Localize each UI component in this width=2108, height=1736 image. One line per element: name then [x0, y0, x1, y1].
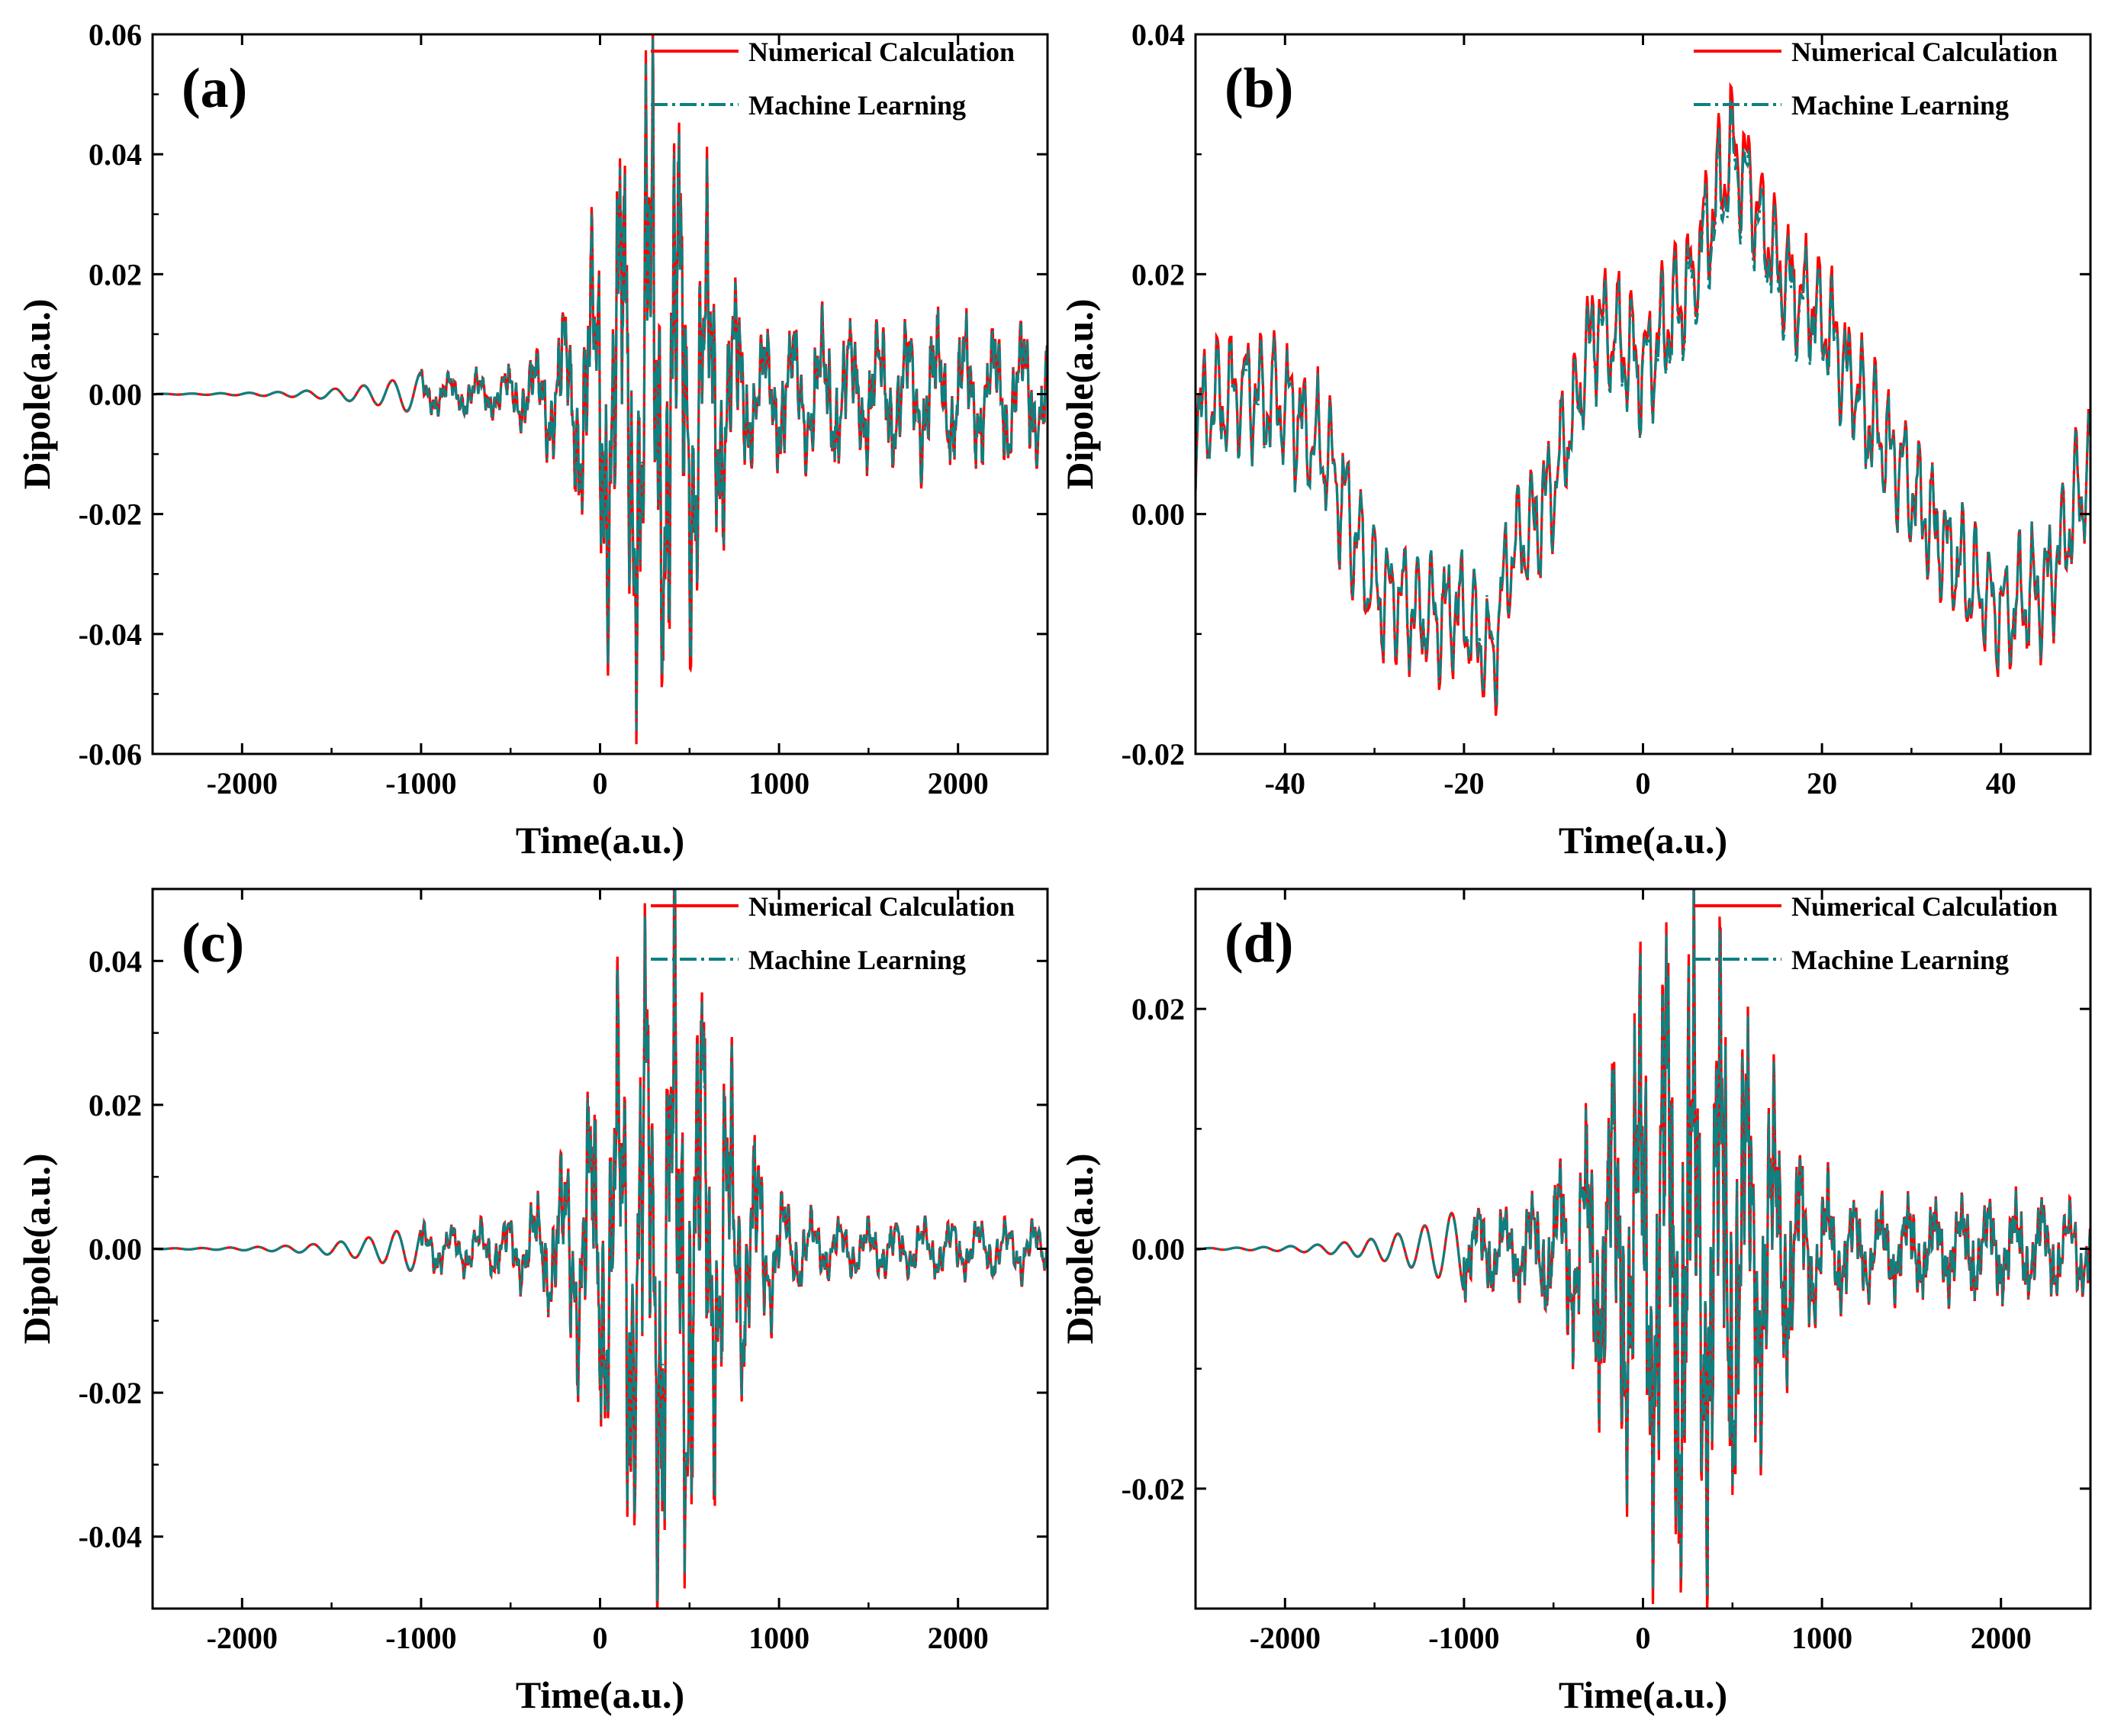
plot-frame	[1194, 33, 2092, 755]
series-machine-learning-line	[153, 889, 1048, 1602]
y-tick-label: 0.02	[89, 257, 142, 291]
legend-numerical-label: Numerical Calculation	[748, 891, 1015, 922]
x-tick-label: -1000	[1428, 1621, 1499, 1655]
x-tick-label: -1000	[385, 766, 456, 800]
panel-d: -2000 -1000 0 1000 2000 -0.02 0.00 0.02 Time(a.u…	[1058, 887, 2092, 1716]
x-axis-title: Time(a.u.)	[516, 1673, 684, 1716]
y-tick-label: 0.04	[89, 137, 142, 172]
legend-machine-learning-label: Machine Learning	[1791, 90, 2009, 121]
x-tick-label: 20	[1807, 766, 1837, 800]
y-tick-label: 0.00	[1131, 498, 1185, 532]
x-tick-label: 2000	[928, 1621, 989, 1655]
x-tick-label: 40	[1986, 766, 2016, 800]
panel-b: -40 -20 0 20 40 -0.02 0.00 0.02 0.04 Time(a.u.) Di…	[1058, 18, 2092, 862]
y-tick-label: 0.00	[89, 378, 142, 412]
y-axis-title: Dipole(a.u.)	[1058, 299, 1101, 490]
x-tick-label: 2000	[928, 766, 989, 800]
x-tick-label: 0	[1636, 1621, 1651, 1655]
x-tick-label: -2000	[207, 1621, 278, 1655]
x-tick-label: 1000	[1791, 1621, 1852, 1655]
y-tick-label: 0.04	[89, 944, 142, 978]
y-axis-title: Dipole(a.u.)	[15, 299, 58, 490]
y-tick-label: -0.02	[79, 1376, 142, 1410]
legend-machine-learning-label: Machine Learning	[1791, 945, 2009, 975]
panel-a: -2000 -1000 0 1000 2000 -0.06 -0.04 -0.02 0.00 0.…	[15, 18, 1049, 862]
series-machine-learning-line	[1196, 98, 2090, 708]
plot-frame	[151, 887, 1049, 1610]
x-axis-title: Time(a.u.)	[1559, 819, 1727, 862]
x-tick-label: -20	[1443, 766, 1484, 800]
y-tick-label: -0.02	[79, 498, 142, 532]
y-tick-label: -0.04	[79, 617, 142, 652]
y-tick-label: -0.04	[79, 1520, 142, 1554]
y-tick-label: 0.02	[89, 1088, 142, 1122]
y-tick-label: 0.02	[1131, 257, 1185, 291]
legend-machine-learning-label: Machine Learning	[748, 945, 966, 975]
x-tick-label: 0	[1636, 766, 1651, 800]
x-tick-label: 1000	[748, 766, 809, 800]
x-axis-title: Time(a.u.)	[516, 819, 684, 862]
y-tick-label: -0.06	[79, 737, 142, 771]
x-tick-label: 0	[593, 766, 608, 800]
series-machine-learning-line	[153, 38, 1048, 731]
y-tick-label: 0.00	[1131, 1232, 1185, 1267]
x-tick-label: 0	[593, 1621, 608, 1655]
x-tick-label: 1000	[748, 1621, 809, 1655]
panel-label: (c)	[182, 912, 244, 974]
x-tick-label: -40	[1265, 766, 1305, 800]
y-tick-label: 0.00	[89, 1232, 142, 1267]
y-tick-label: -0.02	[1122, 737, 1185, 771]
panel-c: -2000 -1000 0 1000 2000 -0.04 -0.02 0.00 0.02 0.0…	[15, 887, 1049, 1716]
legend-machine-learning-label: Machine Learning	[748, 90, 966, 121]
legend-numerical-label: Numerical Calculation	[1791, 37, 2058, 67]
x-axis-title: Time(a.u.)	[1559, 1673, 1727, 1716]
y-tick-label: -0.02	[1122, 1472, 1185, 1506]
y-axis-title: Dipole(a.u.)	[1058, 1154, 1101, 1345]
legend-numerical-label: Numerical Calculation	[1791, 891, 2058, 922]
y-tick-label: 0.02	[1131, 992, 1185, 1026]
series-machine-learning-line	[1196, 889, 2090, 1596]
y-tick-label: 0.06	[89, 18, 142, 52]
y-tick-label: 0.04	[1131, 18, 1185, 52]
panel-label: (d)	[1225, 912, 1293, 974]
x-tick-label: -2000	[1250, 1621, 1321, 1655]
x-tick-label: -2000	[207, 766, 278, 800]
panel-label: (a)	[182, 57, 247, 120]
x-tick-label: 2000	[1971, 1621, 2032, 1655]
x-tick-label: -1000	[385, 1621, 456, 1655]
legend-numerical-label: Numerical Calculation	[748, 37, 1015, 67]
y-axis-title: Dipole(a.u.)	[15, 1154, 58, 1345]
panel-label: (b)	[1225, 57, 1293, 120]
